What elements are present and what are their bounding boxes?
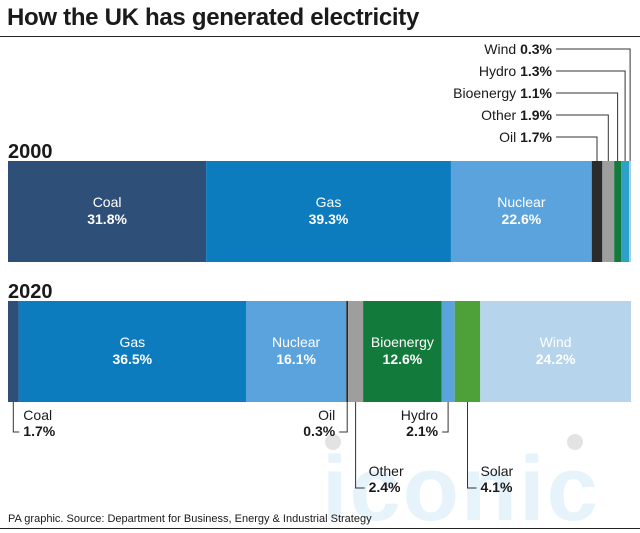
year-label-2000: 2000 <box>8 141 53 163</box>
bar-2000-bioenergy <box>614 161 622 262</box>
callout-name-2020-coal: Coal <box>23 407 52 423</box>
footer-divider <box>0 528 640 529</box>
leader-line-2000-wind <box>556 48 631 161</box>
title-divider <box>0 36 640 37</box>
segment-value-2000-nuclear: 22.6% <box>502 211 542 227</box>
bar-2000-oil <box>591 161 603 262</box>
callout-value-2020-coal: 1.7% <box>23 423 55 439</box>
callout-value-2020-hydro: 2.1% <box>406 423 438 439</box>
callout-2000-oil: Oil 1.7% <box>499 129 552 145</box>
segment-value-2020-bioenergy: 12.6% <box>383 351 423 367</box>
bar-2000-gas <box>206 161 451 262</box>
bar-2020-hydro <box>441 301 455 402</box>
callout-name-2020-other: Other <box>369 463 404 479</box>
leader-line-2000-oil <box>556 136 598 161</box>
callout-value-2020-oil: 0.3% <box>303 423 335 439</box>
bar-2000-nuclear <box>450 161 592 262</box>
bar-2020-bioenergy <box>363 301 442 402</box>
bar-2000-coal <box>8 161 207 262</box>
segment-name-2020-nuclear: Nuclear <box>272 334 321 350</box>
source-note: PA graphic. Source: Department for Busin… <box>8 513 372 525</box>
segment-value-2020-gas: 36.5% <box>112 351 152 367</box>
callout-2000-wind: Wind 0.3% <box>484 41 552 57</box>
chart-title: How the UK has generated electricity <box>7 4 419 31</box>
bar-2020-nuclear <box>245 301 347 402</box>
segment-name-2000-nuclear: Nuclear <box>497 194 546 210</box>
segment-value-2020-wind: 24.2% <box>536 351 576 367</box>
segment-name-2020-bioenergy: Bioenergy <box>371 334 434 350</box>
bar-2020-solar <box>454 301 481 402</box>
leader-line-2000-hydro <box>556 70 626 161</box>
segment-name-2020-gas: Gas <box>119 334 145 350</box>
segment-name-2000-coal: Coal <box>93 194 122 210</box>
callout-2000-hydro: Hydro 1.3% <box>479 63 553 79</box>
leader-line-2000-bioenergy <box>556 92 619 161</box>
bar-2020-coal <box>8 301 19 402</box>
segment-name-2020-wind: Wind <box>540 334 572 350</box>
watermark-dot <box>567 434 583 450</box>
callout-value-2020-other: 2.4% <box>369 479 401 495</box>
segment-value-2020-nuclear: 16.1% <box>276 351 316 367</box>
callout-value-2020-solar: 4.1% <box>481 479 513 495</box>
watermark: iconic <box>322 434 600 533</box>
callout-name-2020-hydro: Hydro <box>401 407 439 423</box>
watermark-text: iconic <box>322 438 600 533</box>
leader-line-2020-solar <box>467 402 477 489</box>
bar-2020-other <box>348 301 364 402</box>
bar-2000-hydro <box>621 161 630 262</box>
bar-2020-gas <box>18 301 246 402</box>
leader-line-2020-oil <box>339 402 348 433</box>
leader-line-2020-other <box>355 402 365 489</box>
callout-name-2020-solar: Solar <box>481 463 514 479</box>
bar-2000-wind <box>629 161 631 262</box>
bar-2020-oil <box>346 301 349 402</box>
callout-2000-other: Other 1.9% <box>481 107 552 123</box>
watermark-dot <box>325 434 341 450</box>
segment-name-2000-gas: Gas <box>316 194 342 210</box>
year-label-2020: 2020 <box>8 281 53 303</box>
segment-value-2000-gas: 39.3% <box>309 211 349 227</box>
callout-name-2020-oil: Oil <box>318 407 335 423</box>
bar-2000-other <box>602 161 615 262</box>
leader-line-2000-other <box>556 114 609 161</box>
bar-2020-wind <box>480 301 631 402</box>
leader-line-2020-coal <box>12 402 20 433</box>
leader-line-2020-hydro <box>442 402 449 433</box>
callout-2000-bioenergy: Bioenergy 1.1% <box>453 85 552 101</box>
segment-value-2000-coal: 31.8% <box>87 211 127 227</box>
